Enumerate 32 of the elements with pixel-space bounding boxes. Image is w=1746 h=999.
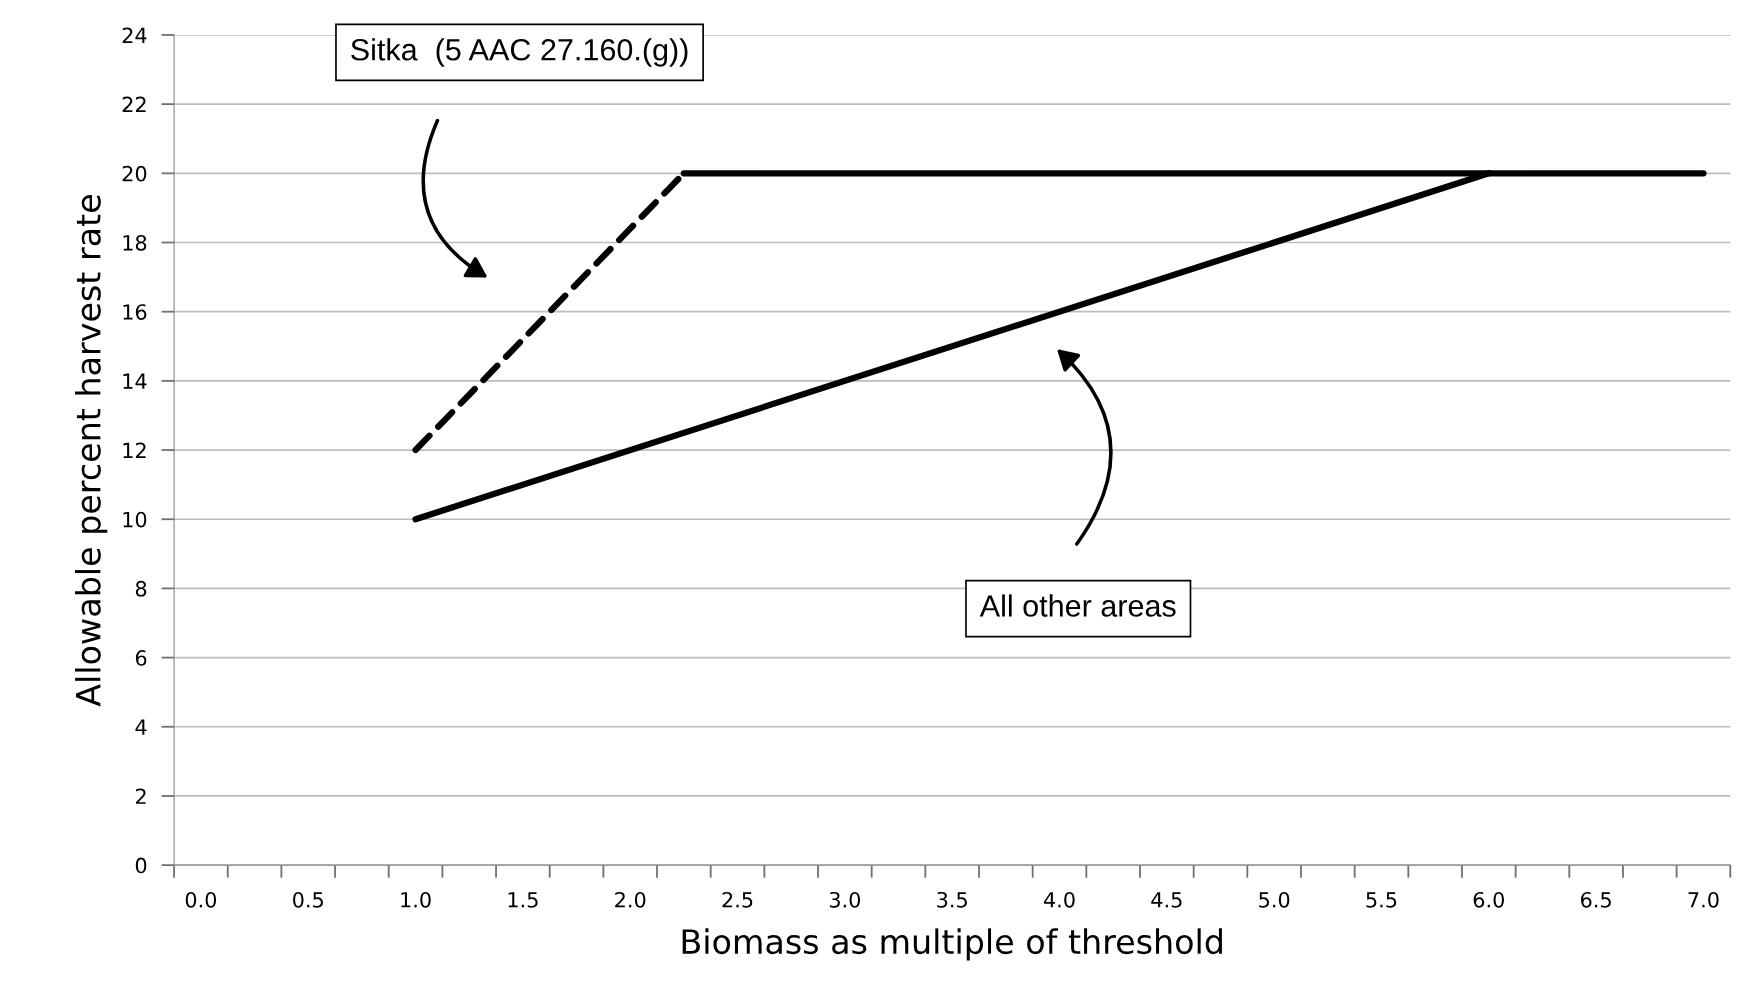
x-tick-label: 3.0 <box>829 891 861 908</box>
x-tick-label: 3.5 <box>937 891 967 908</box>
y-tick-label: 14 <box>123 373 147 389</box>
y-tick-label: 22 <box>122 96 146 113</box>
x-tick-label: 4.5 <box>1151 892 1182 908</box>
x-tick-label: 2.5 <box>722 891 753 908</box>
x-tick-label: 2.0 <box>615 891 646 908</box>
y-tick-label: 8 <box>135 580 147 597</box>
x-tick-label: 0.0 <box>185 891 217 908</box>
y-tick-label: 10 <box>123 511 147 528</box>
annotation: All other areas <box>979 594 1176 617</box>
annotation: Sitka (5 AAC 27.160.(g)) <box>351 38 688 67</box>
y-tick-label: 2 <box>135 788 146 804</box>
y-tick-label: 6 <box>135 650 147 666</box>
x-tick-label: 6.5 <box>1581 891 1611 908</box>
y-tick-label: 18 <box>123 234 147 251</box>
y-tick-label: 0 <box>135 857 147 874</box>
y-tick-label: 12 <box>123 442 146 458</box>
x-axis-title: Biomass as multiple of threshold <box>682 928 1222 961</box>
y-tick-label: 20 <box>122 165 147 182</box>
x-tick-label: 1.0 <box>401 891 431 908</box>
x-tick-label: 4.0 <box>1043 891 1075 908</box>
x-tick-label: 0.5 <box>293 891 323 908</box>
y-axis-title: Allowable percent harvest rate <box>75 195 108 707</box>
y-tick-label: 24 <box>122 27 147 43</box>
x-tick-label: 5.5 <box>1366 892 1397 908</box>
x-tick-label: 6.0 <box>1473 891 1504 908</box>
x-tick-label: 1.5 <box>508 892 538 908</box>
y-tick-label: 16 <box>123 304 147 320</box>
y-tick-label: 4 <box>135 719 147 735</box>
x-tick-label: 5.0 <box>1259 891 1290 908</box>
x-tick-label: 7.0 <box>1688 891 1719 908</box>
